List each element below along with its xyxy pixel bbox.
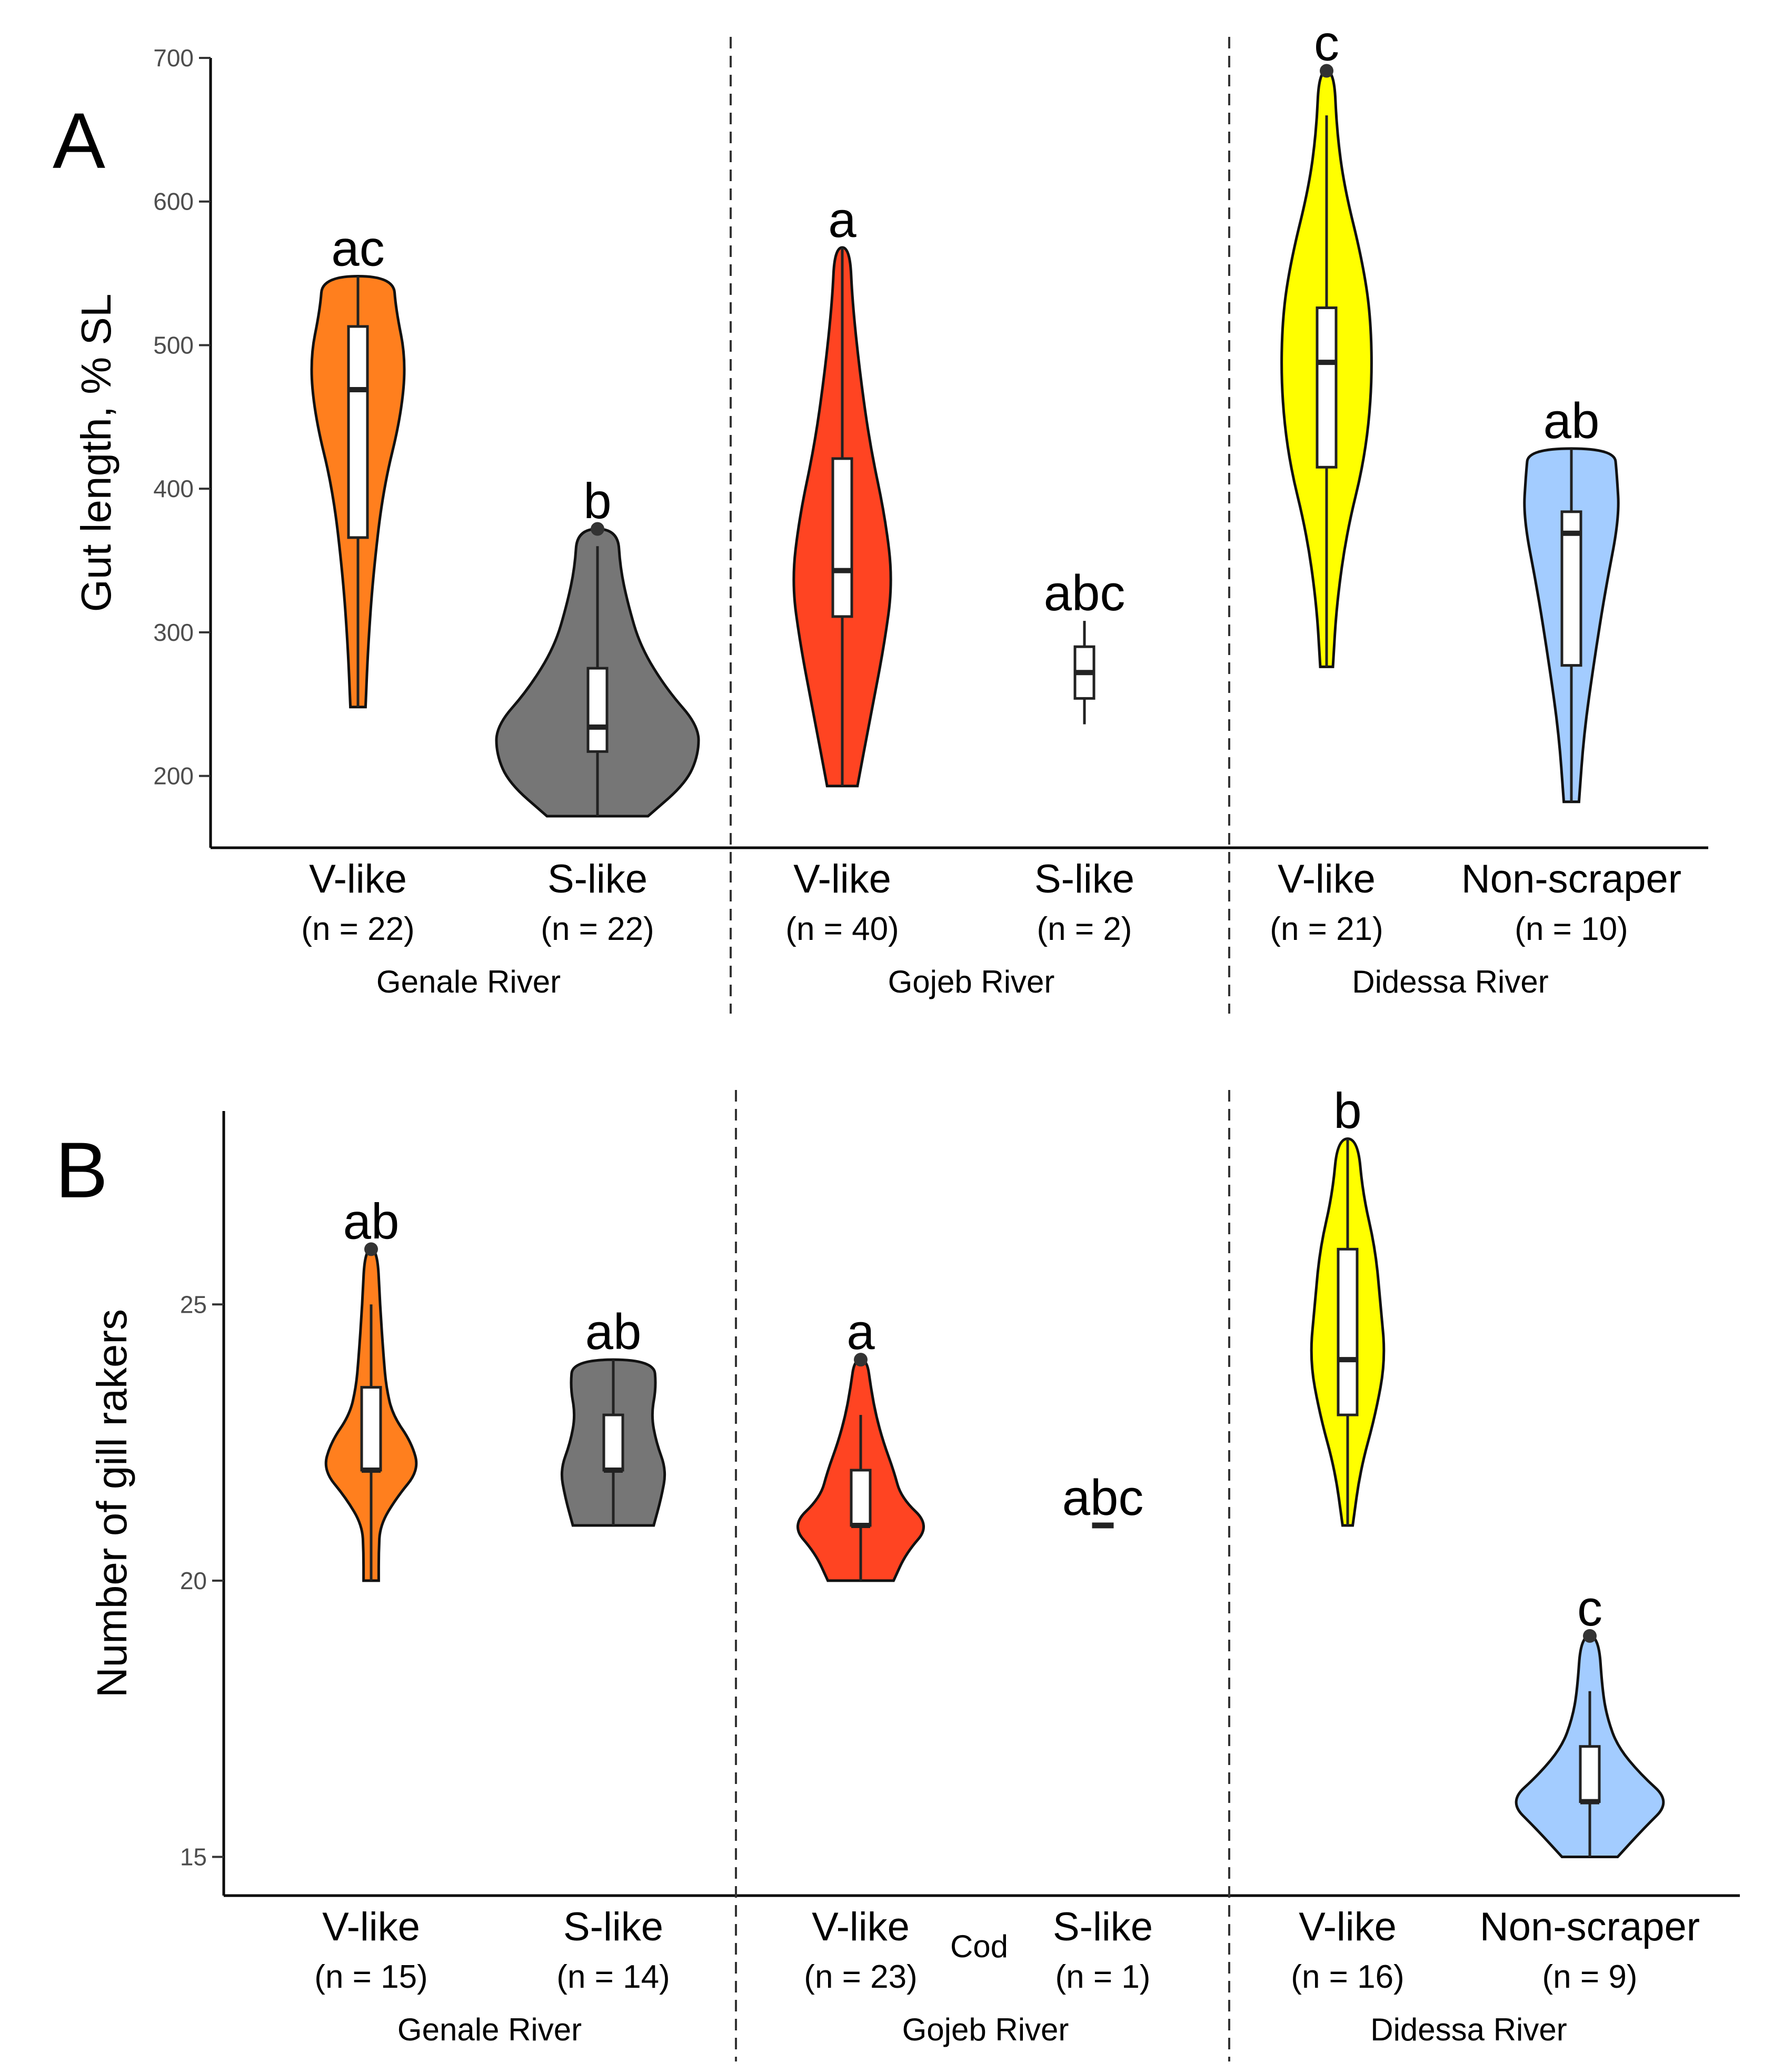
outlier-point [854, 1353, 868, 1367]
significance-letter: c [1577, 1580, 1602, 1637]
significance-letter: b [583, 473, 611, 530]
sample-size-label: (n = 15) [314, 1959, 427, 1995]
y-tick-label: 25 [180, 1291, 207, 1318]
violin-group: abc [1044, 565, 1125, 725]
y-axis-label: Number of gill rakers [88, 1309, 135, 1698]
y-axis-label: Gut length, % SL [73, 294, 119, 612]
panel-letter: B [55, 1126, 108, 1214]
sample-size-label: (n = 9) [1542, 1959, 1638, 1995]
outlier-point [591, 522, 604, 536]
panel-letter: A [53, 96, 105, 185]
y-tick-label: 20 [180, 1567, 207, 1594]
significance-letter: ab [585, 1304, 642, 1360]
category-label: S-like [547, 857, 648, 901]
box-iqr [850, 1469, 872, 1527]
sample-size-label: (n = 22) [301, 911, 414, 947]
panel-b: B 15 20 25 Number of gill rakers Genale River… [55, 1083, 1740, 2061]
outlier-point [1583, 1629, 1597, 1643]
river-label: Didessa River [1352, 964, 1548, 999]
significance-letter: ac [331, 221, 384, 277]
y-tick-label: 400 [153, 475, 194, 502]
significance-letter: a [828, 192, 856, 248]
significance-letter: ab [343, 1193, 400, 1250]
violin-group: ab [560, 1304, 666, 1527]
y-tick-label: 300 [153, 619, 194, 646]
panel-a: A 200 300 400 500 600 700 Gut length, % SL Genal… [53, 15, 1708, 1014]
category-label: Non-scraper [1461, 857, 1681, 901]
category-label: V-like [793, 857, 891, 901]
sample-size-label: (n = 2) [1037, 911, 1132, 947]
box-iqr [1579, 1745, 1601, 1803]
violin-group: ab [1523, 393, 1620, 804]
significance-letter: abc [1062, 1470, 1144, 1526]
box-iqr [1337, 1247, 1359, 1416]
category-label: V-like [1299, 1905, 1397, 1949]
category-label: V-like [322, 1905, 420, 1949]
sample-size-label: (n = 22) [541, 911, 654, 947]
category-label: S-like [1053, 1905, 1153, 1949]
violin-group: a [796, 1304, 925, 1582]
river-label: Genale River [376, 964, 561, 999]
cod-label: Cod [950, 1929, 1008, 1964]
significance-letter: b [1333, 1083, 1361, 1139]
sample-size-label: (n = 14) [556, 1959, 670, 1995]
category-label: S-like [563, 1905, 663, 1949]
category-label: V-like [309, 857, 407, 901]
violin-group: c [1280, 15, 1373, 668]
violin-group: ab [324, 1193, 418, 1582]
river-label: Gojeb River [888, 964, 1055, 999]
box-iqr [831, 457, 853, 618]
category-label: Non-scraper [1480, 1905, 1700, 1949]
violin-group: c [1515, 1580, 1665, 1859]
y-tick-label: 500 [153, 331, 194, 359]
river-label: Genale River [397, 2012, 582, 2047]
violin-group: b [495, 473, 700, 818]
box-iqr [1316, 306, 1338, 469]
significance-letter: c [1314, 15, 1339, 72]
box-iqr [347, 325, 369, 539]
significance-letter: abc [1044, 565, 1125, 621]
category-label: V-like [1278, 857, 1376, 901]
violin-group: ac [310, 221, 406, 709]
category-label: S-like [1034, 857, 1134, 901]
sample-size-label: (n = 21) [1270, 911, 1383, 947]
outlier-point [364, 1242, 378, 1256]
sample-size-label: (n = 40) [785, 911, 899, 947]
y-tick-label: 200 [153, 762, 194, 790]
category-label: V-like [812, 1905, 910, 1949]
sample-size-label: (n = 23) [804, 1959, 917, 1995]
y-tick-label: 15 [180, 1843, 207, 1871]
y-tick-label: 700 [153, 44, 194, 72]
box-iqr [360, 1386, 382, 1472]
river-label: Didessa River [1370, 2012, 1567, 2047]
sample-size-label: (n = 1) [1055, 1959, 1151, 1995]
violin-group: a [792, 192, 892, 788]
violin-group: b [1310, 1083, 1386, 1527]
significance-letter: ab [1543, 393, 1600, 449]
significance-letter: a [846, 1304, 875, 1360]
sample-size-label: (n = 10) [1515, 911, 1628, 947]
box-iqr [1560, 510, 1582, 667]
river-label: Gojeb River [902, 2012, 1069, 2047]
sample-size-label: (n = 16) [1291, 1959, 1404, 1995]
y-tick-label: 600 [153, 188, 194, 215]
box-iqr [586, 667, 609, 753]
outlier-point [1320, 64, 1333, 78]
violin-group: abc [1062, 1470, 1144, 1529]
box-iqr [602, 1413, 624, 1472]
